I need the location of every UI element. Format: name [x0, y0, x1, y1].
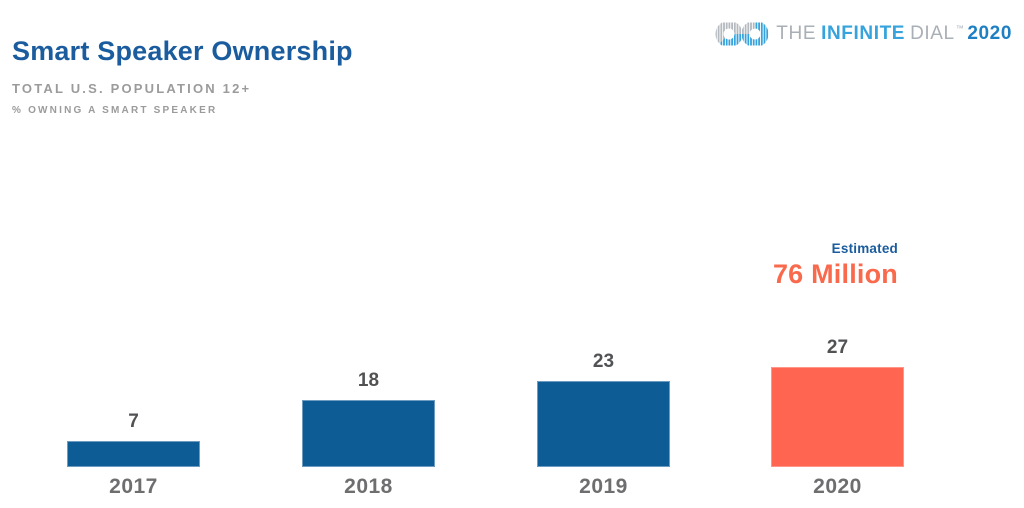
- logo-trademark: ™: [955, 24, 965, 33]
- x-axis-label-2019: 2019: [579, 475, 628, 498]
- bar-value-label-2018: 18: [357, 370, 380, 391]
- logo-word-dial: DIAL: [910, 23, 955, 44]
- header: Smart Speaker Ownership TOTAL U.S. POPUL…: [12, 36, 353, 116]
- chart-subtitle: TOTAL U.S. POPULATION 12+: [12, 81, 252, 96]
- bar-value-label-2017: 7: [128, 411, 139, 432]
- bar-2019: [537, 381, 670, 467]
- bar-2017: [67, 441, 200, 467]
- bar-group-2019: 23 2019: [537, 0, 670, 508]
- bar-group-2020: 27 2020: [771, 0, 904, 508]
- bar-group-2018: 18 2018: [302, 0, 435, 508]
- infinity-icon: [715, 20, 769, 48]
- chart-measure-note: % OWNING A SMART SPEAKER: [12, 105, 218, 116]
- infinite-dial-logo: THE INFINITE DIAL ™ 2020: [715, 16, 1012, 52]
- x-axis-label-2020: 2020: [813, 475, 862, 498]
- bar-2020: [771, 367, 904, 467]
- estimated-value: 76 Million: [772, 259, 898, 289]
- x-axis-label-2017: 2017: [109, 475, 158, 498]
- logo-word-the: THE: [776, 23, 817, 44]
- bar-2018: [302, 400, 435, 467]
- logo-year: 2020: [967, 23, 1012, 44]
- logo-text: THE INFINITE DIAL ™ 2020: [776, 23, 1012, 45]
- estimated-annotation: Estimated 76 Million: [773, 241, 898, 290]
- logo-word-infinite: INFINITE: [821, 23, 906, 44]
- page-title: Smart Speaker Ownership: [12, 36, 353, 66]
- bar-group-2017: 7 2017: [67, 0, 200, 508]
- estimated-label: Estimated: [831, 241, 898, 256]
- bar-value-label-2020: 27: [826, 337, 849, 358]
- bar-value-label-2019: 23: [592, 351, 615, 372]
- x-axis-label-2018: 2018: [344, 475, 393, 498]
